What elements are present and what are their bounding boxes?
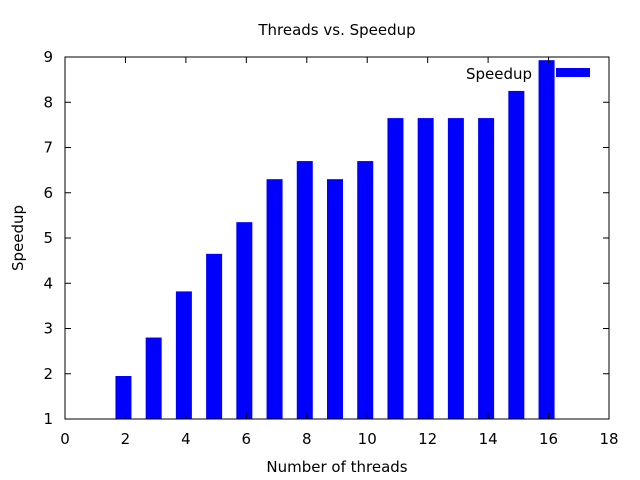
y-axis-ticks: 1 2 3 4 5 6 7 8 9: [43, 48, 609, 428]
bar: [538, 60, 555, 419]
legend: Speedup: [466, 65, 590, 83]
legend-label: Speedup: [466, 65, 532, 83]
bar-series: [115, 60, 555, 420]
x-tick-label: 10: [358, 430, 377, 448]
y-tick-label: 1: [43, 410, 53, 428]
x-tick-label: 6: [242, 430, 252, 448]
x-axis-ticks: 0 2 4 6 8 10 12 14 16 18: [60, 57, 619, 448]
y-tick-label: 2: [43, 365, 53, 383]
x-tick-label: 16: [539, 430, 558, 448]
y-tick-label: 3: [43, 320, 53, 338]
y-axis-label: Speedup: [9, 205, 27, 271]
bar: [447, 118, 464, 420]
bar: [266, 179, 283, 419]
bar: [387, 118, 404, 420]
bar: [508, 90, 525, 419]
bar: [115, 376, 132, 419]
bar: [206, 253, 223, 419]
y-tick-label: 4: [43, 274, 53, 292]
x-tick-label: 2: [121, 430, 131, 448]
chart-title: Threads vs. Speedup: [257, 21, 415, 39]
x-axis-label: Number of threads: [266, 458, 407, 476]
x-tick-label: 12: [418, 430, 437, 448]
y-tick-label: 5: [43, 229, 53, 247]
x-tick-label: 14: [479, 430, 498, 448]
bar: [175, 291, 192, 419]
bar: [145, 337, 162, 419]
x-tick-label: 8: [302, 430, 312, 448]
bar: [478, 118, 495, 420]
bar: [236, 222, 253, 419]
y-tick-label: 6: [43, 184, 53, 202]
x-tick-label: 18: [599, 430, 618, 448]
y-tick-label: 8: [43, 93, 53, 111]
legend-swatch: [556, 68, 590, 77]
x-tick-label: 4: [181, 430, 191, 448]
y-tick-label: 9: [43, 48, 53, 66]
bar: [327, 179, 343, 419]
bar: [357, 161, 374, 419]
bar: [417, 118, 434, 420]
bar: [296, 161, 313, 419]
y-tick-label: 7: [43, 139, 53, 157]
x-tick-label: 0: [60, 430, 70, 448]
